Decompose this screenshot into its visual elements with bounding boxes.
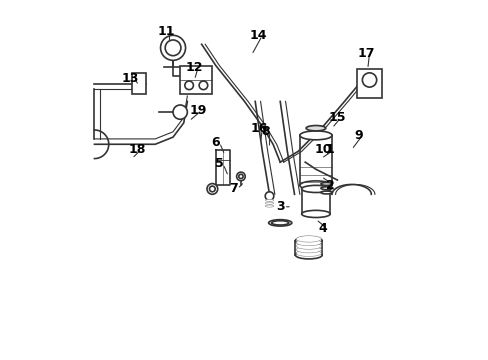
Text: 10: 10 — [314, 143, 331, 156]
Text: 18: 18 — [128, 143, 146, 156]
Ellipse shape — [271, 221, 288, 225]
Ellipse shape — [301, 185, 329, 193]
Circle shape — [206, 184, 217, 194]
Bar — [301, 189, 329, 214]
Text: 12: 12 — [185, 61, 203, 74]
Circle shape — [264, 192, 273, 201]
Ellipse shape — [320, 191, 332, 194]
Circle shape — [209, 186, 215, 192]
Ellipse shape — [264, 202, 273, 204]
Circle shape — [184, 81, 193, 90]
Text: 15: 15 — [328, 111, 346, 124]
Circle shape — [199, 81, 207, 90]
Text: 16: 16 — [249, 122, 267, 135]
Bar — [180, 66, 212, 94]
Ellipse shape — [301, 210, 329, 217]
Circle shape — [165, 40, 181, 56]
Ellipse shape — [299, 181, 331, 190]
Ellipse shape — [299, 131, 331, 140]
Ellipse shape — [296, 243, 321, 249]
Text: 3: 3 — [275, 200, 284, 213]
Ellipse shape — [264, 199, 273, 202]
Text: 7: 7 — [229, 183, 238, 195]
Text: 17: 17 — [356, 47, 374, 60]
Ellipse shape — [295, 237, 322, 245]
Text: 2: 2 — [325, 179, 334, 192]
Text: 14: 14 — [249, 29, 267, 42]
Ellipse shape — [296, 247, 321, 253]
Text: 9: 9 — [354, 129, 363, 142]
Ellipse shape — [305, 126, 325, 131]
Ellipse shape — [296, 239, 321, 246]
Ellipse shape — [268, 220, 291, 226]
Circle shape — [362, 73, 376, 87]
Ellipse shape — [295, 251, 322, 259]
Text: 13: 13 — [121, 72, 139, 85]
Ellipse shape — [296, 250, 321, 256]
Text: 8: 8 — [261, 125, 270, 138]
Text: 11: 11 — [157, 25, 174, 38]
Bar — [356, 69, 381, 98]
Circle shape — [236, 172, 244, 181]
Text: 5: 5 — [215, 157, 224, 170]
Bar — [132, 73, 146, 94]
Circle shape — [160, 35, 185, 60]
Circle shape — [238, 174, 243, 179]
Text: 6: 6 — [211, 136, 220, 149]
Text: 4: 4 — [318, 222, 327, 235]
Text: 19: 19 — [189, 104, 206, 117]
Text: 1: 1 — [325, 143, 334, 156]
Circle shape — [173, 105, 187, 119]
Ellipse shape — [320, 183, 332, 185]
Ellipse shape — [320, 187, 332, 190]
Ellipse shape — [264, 205, 273, 207]
Ellipse shape — [296, 236, 321, 242]
